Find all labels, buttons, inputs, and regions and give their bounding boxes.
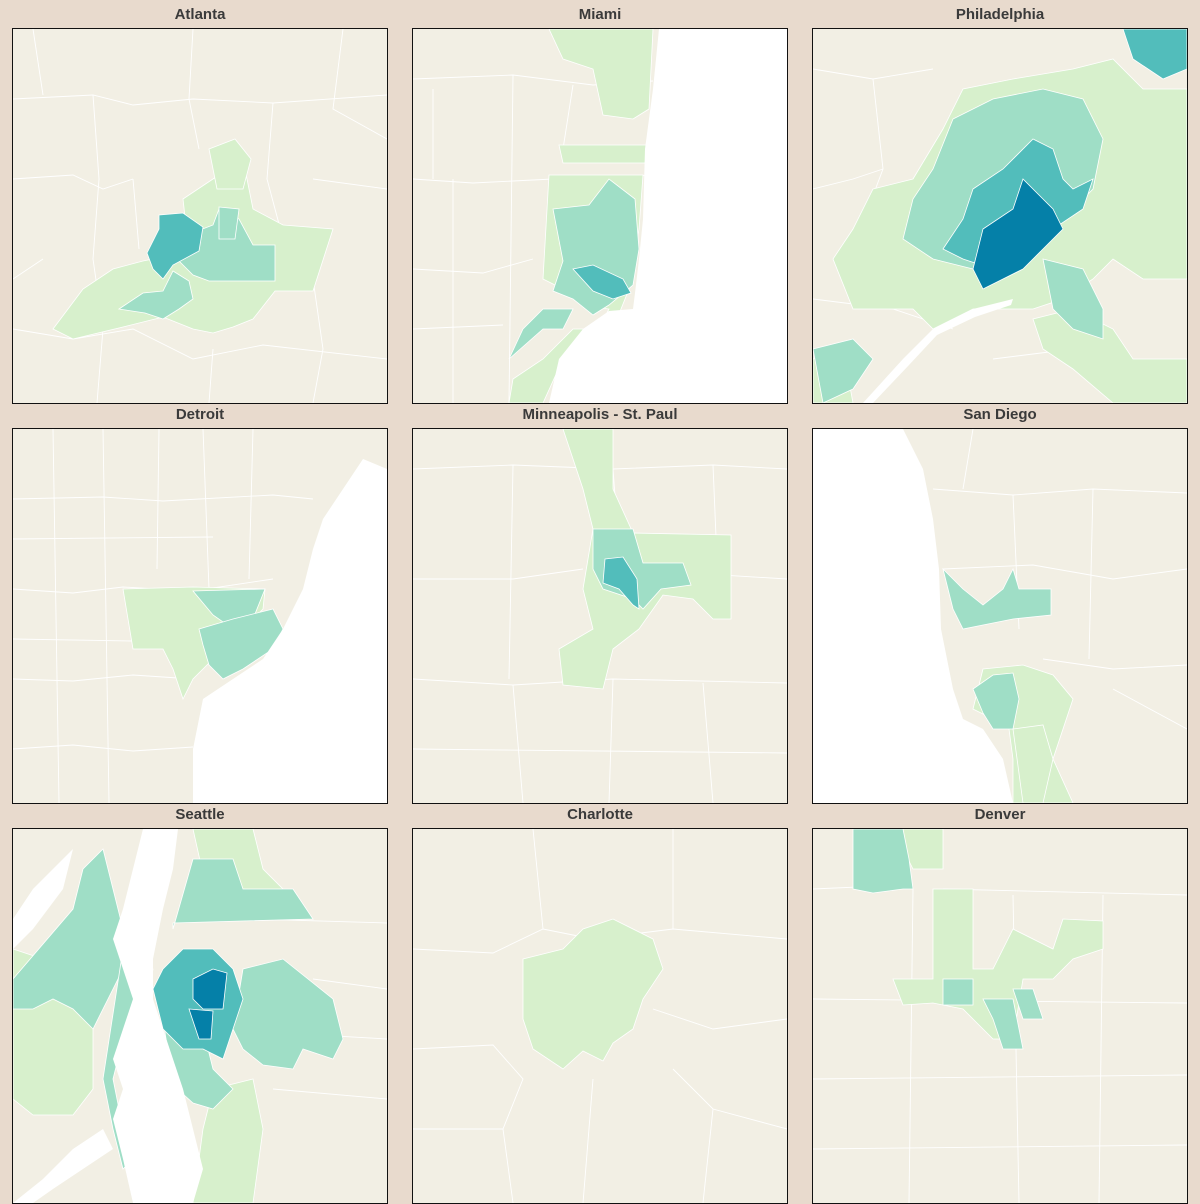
panel-title: Philadelphia [955, 6, 1045, 23]
water-channel [13, 849, 73, 949]
panel-title: Atlanta [174, 6, 226, 23]
lake-area [193, 459, 387, 803]
ocean-area [813, 429, 1013, 803]
choropleth-tracts[interactable] [122, 586, 284, 701]
sound-area [113, 829, 203, 1203]
county-boundaries [932, 429, 1187, 730]
panel-title: San Diego [963, 406, 1037, 423]
choropleth-tracts[interactable] [813, 29, 1187, 403]
choropleth-tracts[interactable] [558, 429, 732, 690]
choropleth-tracts[interactable] [508, 29, 654, 403]
map-miami[interactable] [412, 28, 788, 404]
map-san-diego[interactable] [812, 428, 1188, 804]
map-atlanta[interactable] [12, 28, 388, 404]
map-seattle[interactable] [12, 828, 388, 1204]
map-philadelphia[interactable] [812, 28, 1188, 404]
panel-title: Seattle [175, 806, 225, 823]
panel-title: Detroit [175, 406, 225, 423]
panel-title: Miami [578, 6, 622, 23]
panel-title: Charlotte [567, 806, 633, 823]
county-boundaries [13, 429, 314, 803]
county-boundaries [813, 884, 1187, 1203]
choropleth-tracts[interactable] [942, 567, 1074, 803]
county-boundaries [13, 29, 387, 403]
panel-title: Minneapolis - St. Paul [522, 406, 678, 423]
choropleth-tracts[interactable] [522, 918, 664, 1070]
county-boundaries [413, 829, 787, 1203]
choropleth-tracts[interactable] [852, 829, 1104, 1050]
map-charlotte[interactable] [412, 828, 788, 1204]
map-denver[interactable] [812, 828, 1188, 1204]
choropleth-tracts[interactable] [52, 138, 334, 340]
ocean-area [549, 29, 787, 403]
water-channel [13, 1129, 113, 1203]
river [863, 299, 1013, 403]
map-detroit[interactable] [12, 428, 388, 804]
panel-title: Denver [974, 806, 1026, 823]
map-minneapolis-st-paul[interactable] [412, 428, 788, 804]
choropleth-tracts[interactable] [13, 829, 344, 1203]
